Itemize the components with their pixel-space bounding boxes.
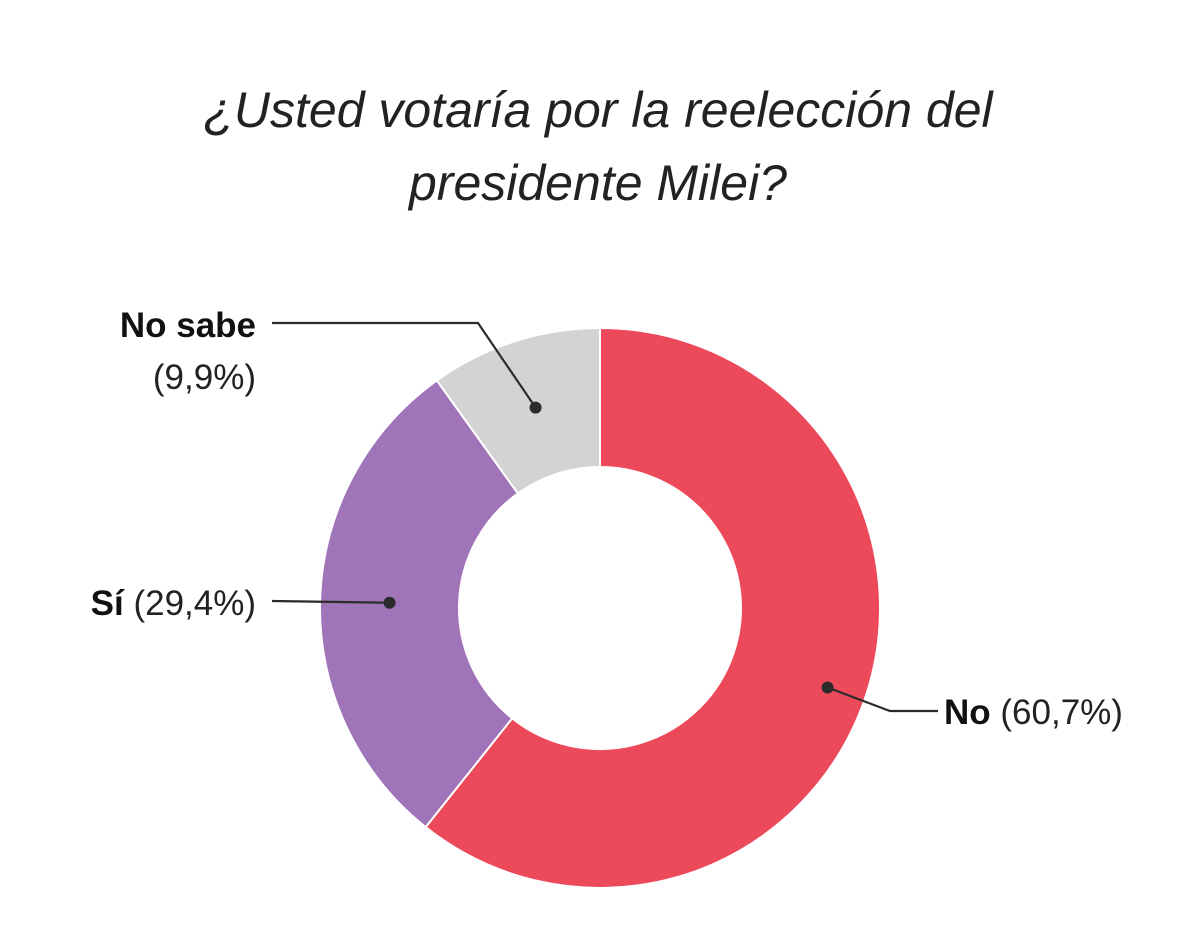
slice-label-si: Sí (29,4%)	[91, 584, 256, 623]
leader-lines	[271, 321, 938, 713]
slice-label-no-value: (60,7%)	[991, 693, 1123, 732]
slice-label-si-value: (29,4%)	[124, 584, 256, 623]
slice-label-no-sabe-value: (9,9%)	[153, 358, 256, 397]
slice-no	[424, 326, 881, 889]
leader-line-si	[271, 599, 390, 604]
slice-si	[319, 379, 520, 829]
slice-label-no-name: No	[944, 693, 991, 732]
chart-title-line-2: presidente Milei?	[407, 155, 787, 211]
leader-dot-no	[821, 681, 834, 694]
leader-dot-no-sabe	[529, 401, 542, 414]
slice-label-no-sabe-name: No sabe	[120, 306, 256, 345]
leader-line-no	[827, 686, 938, 713]
slice-labels: No (60,7%) Sí (29,4%) No sabe (9,9%)	[91, 306, 1123, 732]
leader-line-no-sabe	[272, 321, 537, 409]
slice-label-si-name: Sí	[91, 584, 125, 623]
slice-no-sabe	[435, 326, 601, 495]
donut-slices	[319, 326, 881, 889]
leader-dot-si	[383, 596, 396, 609]
chart-title: ¿Usted votaría por la reelección del pre…	[203, 82, 994, 211]
slice-label-no: No (60,7%)	[944, 693, 1123, 732]
chart-title-line-1: ¿Usted votaría por la reelección del	[203, 82, 994, 138]
